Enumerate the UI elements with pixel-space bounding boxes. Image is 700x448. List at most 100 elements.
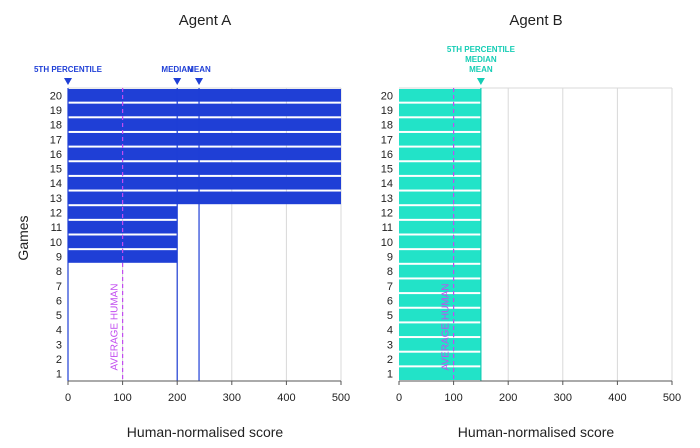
marker-label: 5TH PERCENTILE [447, 45, 516, 54]
x-tick-label: 500 [663, 392, 681, 404]
bar-game-14 [68, 176, 341, 190]
bar-game-17 [399, 132, 481, 146]
y-tick-label: 4 [56, 325, 62, 337]
y-tick-label: 5 [56, 310, 62, 322]
bar-game-9 [399, 250, 481, 263]
y-tick-label: 15 [381, 164, 393, 176]
y-tick-label: 20 [50, 90, 62, 102]
y-tick-label: 18 [381, 120, 393, 132]
y-tick-label: 16 [381, 149, 393, 161]
y-tick-label: 10 [381, 237, 393, 249]
y-tick-label: 10 [50, 237, 62, 249]
chart-title: Agent B [509, 12, 562, 29]
bar-game-7 [399, 279, 481, 293]
bar-game-16 [399, 147, 481, 161]
bar-game-5 [399, 308, 481, 322]
y-tick-label: 8 [387, 266, 393, 278]
x-tick-label: 400 [277, 392, 295, 404]
y-tick-label: 12 [381, 208, 393, 220]
bar-game-14 [399, 176, 481, 190]
y-tick-label: 17 [50, 134, 62, 146]
y-tick-label: 4 [387, 325, 393, 337]
bar-game-20 [399, 89, 481, 102]
y-tick-label: 1 [56, 369, 62, 381]
bar-game-8 [399, 264, 481, 278]
bar-game-2 [399, 352, 481, 366]
y-tick-label: 12 [50, 208, 62, 220]
bar-game-18 [399, 118, 481, 131]
y-tick-label: 19 [381, 105, 393, 117]
y-tick-label: 19 [50, 105, 62, 117]
marker-label: MEDIAN [465, 55, 497, 64]
y-tick-label: 9 [387, 251, 393, 263]
y-tick-label: 6 [56, 295, 62, 307]
average-human-label: AVERAGE HUMAN [110, 283, 121, 370]
bar-game-10 [399, 235, 481, 249]
y-tick-label: 1 [387, 369, 393, 381]
x-axis-label: Human-normalised score [458, 424, 615, 440]
y-tick-label: 3 [387, 339, 393, 351]
bar-game-15 [68, 162, 341, 175]
y-tick-label: 8 [56, 266, 62, 278]
marker-label: MEDIAN [161, 65, 193, 74]
x-tick-label: 0 [65, 392, 71, 404]
marker-label: MEAN [187, 65, 211, 74]
x-tick-label: 400 [608, 392, 626, 404]
panel-agent-b: Agent B AVERAGE HUMAN 5TH PERCENTILEMEDIAN… [381, 12, 681, 440]
bar-game-20 [68, 89, 341, 102]
y-tick-label: 11 [51, 222, 62, 234]
marker-triangle [64, 78, 72, 85]
panel-agent-a: Agent A AVERAGE HUMAN 5TH PERCENTILE MEDIAN… [34, 12, 350, 440]
bar-game-1 [399, 367, 481, 380]
y-tick-label: 11 [382, 222, 393, 234]
y-tick-label: 2 [387, 354, 393, 366]
bar-game-17 [68, 132, 341, 146]
marker-triangle [173, 78, 182, 85]
x-tick-label: 100 [444, 392, 462, 404]
y-tick-label: 13 [50, 193, 62, 205]
y-tick-label: 14 [381, 178, 393, 190]
bar-game-19 [68, 103, 341, 117]
bar-game-19 [399, 103, 481, 117]
average-human-label: AVERAGE HUMAN [441, 283, 452, 370]
x-tick-label: 200 [499, 392, 517, 404]
bar-game-15 [399, 162, 481, 175]
y-tick-label: 17 [381, 134, 393, 146]
marker-triangle [476, 78, 485, 85]
y-tick-label: 18 [50, 120, 62, 132]
y-tick-label: 5 [387, 310, 393, 322]
x-tick-label: 500 [332, 392, 350, 404]
bar-game-13 [68, 191, 341, 205]
marker-label: MEAN [469, 65, 493, 74]
bar-game-10 [68, 235, 178, 249]
bar-game-13 [399, 191, 481, 205]
marker-label: 5TH PERCENTILE [34, 65, 103, 74]
y-tick-label: 13 [381, 193, 393, 205]
bar-game-6 [399, 294, 481, 307]
bar-game-3 [399, 338, 481, 351]
y-tick-label: 20 [381, 90, 393, 102]
x-tick-label: 300 [554, 392, 572, 404]
bar-game-18 [68, 118, 341, 131]
bar-game-12 [399, 206, 481, 219]
y-axis-label: Games [15, 215, 31, 260]
y-tick-label: 3 [56, 339, 62, 351]
y-tick-label: 7 [387, 281, 393, 293]
y-tick-label: 6 [387, 295, 393, 307]
chart-title: Agent A [179, 12, 232, 29]
bar-game-16 [68, 147, 341, 161]
y-tick-label: 15 [50, 164, 62, 176]
x-tick-label: 0 [396, 392, 402, 404]
marker-triangle [195, 78, 204, 85]
bar-game-4 [399, 323, 481, 337]
bar-game-11 [68, 220, 178, 234]
x-axis-label: Human-normalised score [127, 424, 284, 440]
bar-game-12 [68, 206, 178, 219]
y-tick-label: 14 [50, 178, 62, 190]
x-tick-label: 200 [168, 392, 186, 404]
bar-game-11 [399, 220, 481, 234]
y-tick-label: 16 [50, 149, 62, 161]
x-tick-label: 100 [113, 392, 131, 404]
y-tick-label: 7 [56, 281, 62, 293]
